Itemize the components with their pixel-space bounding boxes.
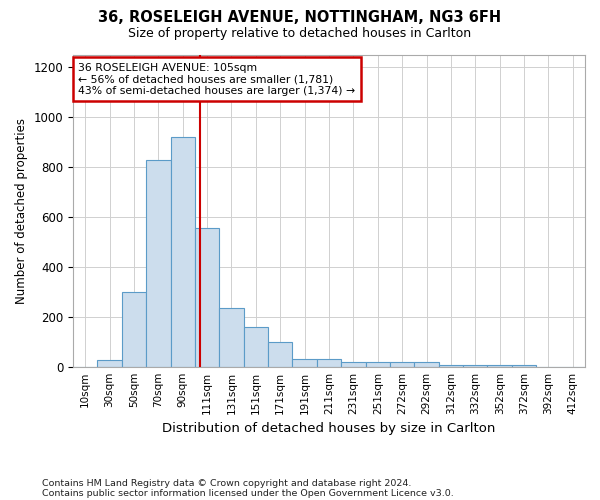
Bar xyxy=(317,359,341,366)
Text: 36 ROSELEIGH AVENUE: 105sqm
← 56% of detached houses are smaller (1,781)
43% of : 36 ROSELEIGH AVENUE: 105sqm ← 56% of det… xyxy=(78,63,355,96)
Text: Size of property relative to detached houses in Carlton: Size of property relative to detached ho… xyxy=(128,28,472,40)
Text: 36, ROSELEIGH AVENUE, NOTTINGHAM, NG3 6FH: 36, ROSELEIGH AVENUE, NOTTINGHAM, NG3 6F… xyxy=(98,10,502,25)
Bar xyxy=(195,228,220,366)
Bar xyxy=(244,327,268,366)
Text: Contains public sector information licensed under the Open Government Licence v3: Contains public sector information licen… xyxy=(42,488,454,498)
X-axis label: Distribution of detached houses by size in Carlton: Distribution of detached houses by size … xyxy=(163,422,496,435)
Y-axis label: Number of detached properties: Number of detached properties xyxy=(15,118,28,304)
Bar xyxy=(146,160,170,366)
Text: Contains HM Land Registry data © Crown copyright and database right 2024.: Contains HM Land Registry data © Crown c… xyxy=(42,478,412,488)
Bar xyxy=(122,292,146,366)
Bar xyxy=(341,362,365,366)
Bar xyxy=(97,360,122,366)
Bar xyxy=(220,308,244,366)
Bar xyxy=(415,362,439,366)
Bar xyxy=(365,362,390,366)
Bar xyxy=(170,138,195,366)
Bar xyxy=(268,342,292,366)
Bar xyxy=(292,359,317,366)
Bar xyxy=(390,362,415,366)
